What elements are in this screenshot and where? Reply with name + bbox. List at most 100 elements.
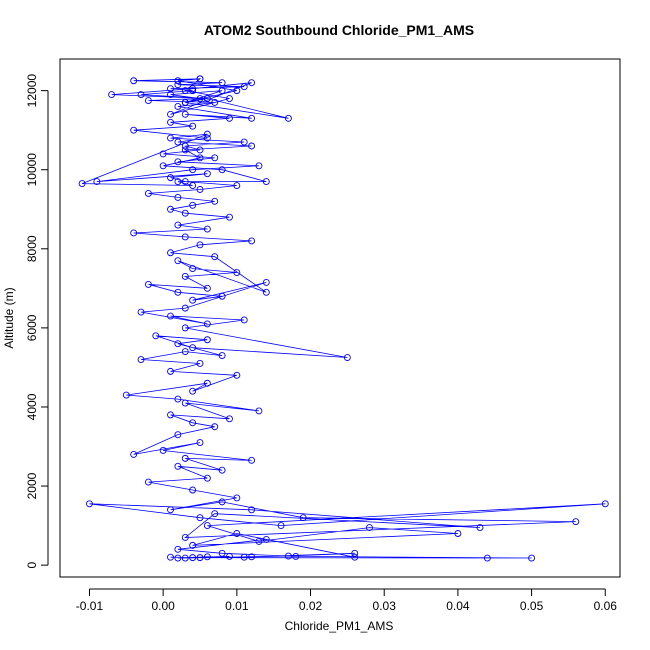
x-tick-label: 0.05 xyxy=(520,599,544,613)
x-tick-label: 0.00 xyxy=(151,599,175,613)
data-point xyxy=(218,292,226,300)
data-point xyxy=(255,162,263,170)
x-tick-label: 0.06 xyxy=(594,599,618,613)
data-point xyxy=(174,178,182,186)
x-tick-label: 0.04 xyxy=(446,599,470,613)
data-point xyxy=(528,554,536,562)
data-point xyxy=(167,367,174,375)
data-point xyxy=(167,312,174,320)
data-point xyxy=(218,352,226,360)
data-point xyxy=(174,288,182,296)
data-point xyxy=(203,379,211,387)
data-point xyxy=(299,514,307,522)
data-point xyxy=(167,85,174,93)
data-point xyxy=(189,122,197,130)
data-point xyxy=(233,87,241,95)
data-point xyxy=(86,500,93,508)
data-point xyxy=(167,249,174,257)
data-point xyxy=(78,180,86,188)
chart-title: ATOM2 Southbound Chloride_PM1_AMS xyxy=(204,22,474,38)
series-line xyxy=(81,78,606,559)
data-point xyxy=(196,554,204,562)
y-axis: 0 2000 4000 6000 8000 10000 12000 xyxy=(25,74,49,568)
data-point xyxy=(476,524,484,532)
data-point xyxy=(130,450,138,458)
data-point xyxy=(181,178,189,186)
data-point xyxy=(292,552,300,560)
data-point xyxy=(211,197,219,205)
x-axis-label: Chloride_PM1_AMS xyxy=(285,619,394,633)
data-point xyxy=(181,233,189,241)
data-point xyxy=(181,304,189,312)
data-point xyxy=(167,411,174,419)
data-point xyxy=(174,221,182,229)
data-point xyxy=(174,340,182,348)
data-point xyxy=(93,178,101,186)
x-tick-label: 0.03 xyxy=(373,599,397,613)
data-point xyxy=(248,237,256,245)
series-points xyxy=(78,75,609,562)
data-point xyxy=(218,466,226,474)
data-point xyxy=(181,273,189,280)
data-point xyxy=(203,95,211,102)
data-point xyxy=(137,308,145,316)
data-point xyxy=(351,553,359,561)
data-point xyxy=(189,166,197,174)
data-point xyxy=(181,348,189,356)
data-point xyxy=(240,316,248,324)
data-point xyxy=(196,514,204,522)
data-point xyxy=(255,407,263,415)
data-point xyxy=(233,530,241,537)
data-point xyxy=(189,296,197,304)
data-point xyxy=(196,360,204,367)
data-point xyxy=(189,201,197,209)
data-point xyxy=(351,549,359,557)
data-point xyxy=(454,530,462,537)
data-point xyxy=(233,494,241,502)
data-point xyxy=(159,150,167,158)
data-point xyxy=(189,419,197,427)
data-point xyxy=(196,241,204,249)
data-point xyxy=(174,395,182,403)
data-point xyxy=(255,537,263,545)
data-point xyxy=(189,87,197,95)
data-point xyxy=(108,91,116,99)
data-point xyxy=(203,553,211,561)
data-point xyxy=(189,182,197,189)
y-tick-label: 4000 xyxy=(25,393,39,420)
data-point xyxy=(240,553,248,561)
x-tick-label: 0.02 xyxy=(299,599,323,613)
data-point xyxy=(248,553,256,561)
data-point xyxy=(262,288,270,296)
data-point xyxy=(181,554,189,562)
data-point xyxy=(196,75,204,83)
series-lines xyxy=(81,78,606,559)
data-point xyxy=(218,79,226,87)
data-point xyxy=(174,77,182,85)
data-point xyxy=(144,478,152,486)
data-point xyxy=(226,213,233,221)
data-point xyxy=(174,257,182,265)
data-point xyxy=(343,354,351,361)
data-point xyxy=(196,146,204,154)
data-point xyxy=(144,280,152,288)
data-point xyxy=(211,423,219,431)
data-point xyxy=(167,205,174,213)
data-point xyxy=(284,552,292,560)
data-point xyxy=(130,77,138,85)
data-point xyxy=(262,535,270,543)
data-point xyxy=(130,126,138,134)
y-tick-label: 6000 xyxy=(25,314,39,341)
data-point xyxy=(233,182,241,189)
data-point xyxy=(233,371,241,379)
data-point xyxy=(601,500,609,508)
data-point xyxy=(226,95,233,102)
data-point xyxy=(203,522,211,530)
data-point xyxy=(181,209,189,217)
data-point xyxy=(203,474,211,482)
data-point xyxy=(181,324,189,332)
data-point xyxy=(211,154,219,162)
data-point xyxy=(218,166,226,174)
data-point xyxy=(233,269,241,276)
